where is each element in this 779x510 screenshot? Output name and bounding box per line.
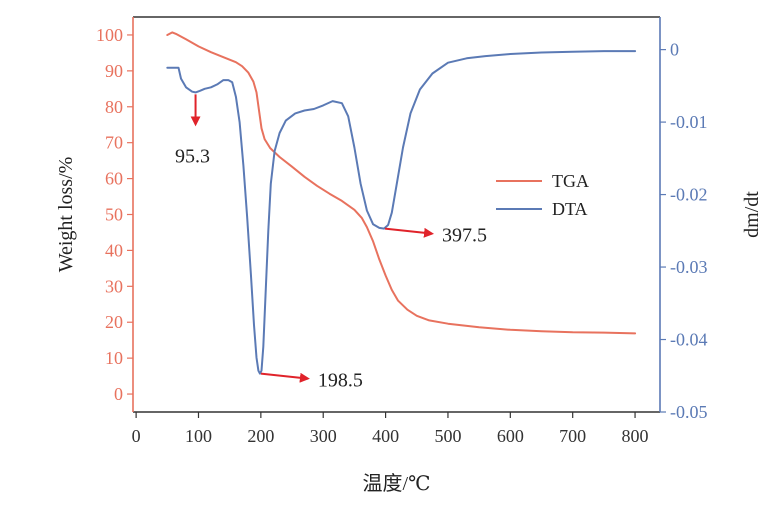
series-layer	[166, 31, 637, 375]
legend: TGA DTA	[496, 171, 589, 219]
right-y-tick-label: 0	[670, 40, 679, 60]
right-y-tick-label: -0.04	[670, 330, 708, 350]
left-y-axis-title: Weight loss/%	[55, 157, 77, 273]
left-y-tick-label: 40	[105, 240, 123, 260]
x-tick-label: 700	[559, 426, 586, 446]
legend-label-dta: DTA	[552, 199, 588, 219]
x-tick-label: 0	[132, 426, 141, 446]
annotation-label: 397.5	[442, 225, 487, 247]
x-axis-title: 温度/℃	[363, 472, 431, 495]
annotation-label: 198.5	[318, 370, 363, 392]
annotation-layer: 95.3 198.5 397.5	[175, 94, 487, 392]
annotation-arrow	[260, 372, 310, 383]
left-y-tick-label: 80	[105, 97, 123, 117]
right-y-tick-label: -0.02	[670, 185, 708, 205]
left-y-tick-label: 20	[105, 312, 123, 332]
left-y-tick-label: 90	[105, 61, 123, 81]
right-y-axis-title: dm/dt	[741, 191, 763, 238]
left-y-tick-label: 60	[105, 169, 123, 189]
left-y-tick-label: 70	[105, 133, 123, 153]
axes-layer: 0 100 200 300 400 500 600 700 800010203040506070…	[55, 16, 763, 495]
x-tick-label: 400	[372, 426, 399, 446]
left-y-tick-label: 30	[105, 276, 123, 296]
annotation-label: 95.3	[175, 145, 210, 167]
left-y-tick-label: 100	[96, 25, 123, 45]
x-tick-label: 500	[434, 426, 461, 446]
series-line-dta	[166, 50, 637, 375]
left-y-tick-label: 10	[105, 348, 123, 368]
legend-label-tga: TGA	[552, 171, 589, 191]
series-line-tga	[166, 31, 637, 335]
annotation-arrow	[384, 227, 435, 238]
left-y-tick-label: 0	[114, 384, 123, 404]
right-y-tick-label: -0.01	[670, 112, 708, 132]
x-tick-label: 100	[185, 426, 212, 446]
x-tick-label: 600	[497, 426, 524, 446]
left-y-tick-label: 50	[105, 205, 123, 225]
x-tick-label: 800	[622, 426, 649, 446]
x-tick-label: 200	[247, 426, 274, 446]
right-y-tick-label: -0.05	[670, 402, 708, 422]
right-y-tick-label: -0.03	[670, 257, 708, 277]
x-tick-label: 300	[310, 426, 337, 446]
